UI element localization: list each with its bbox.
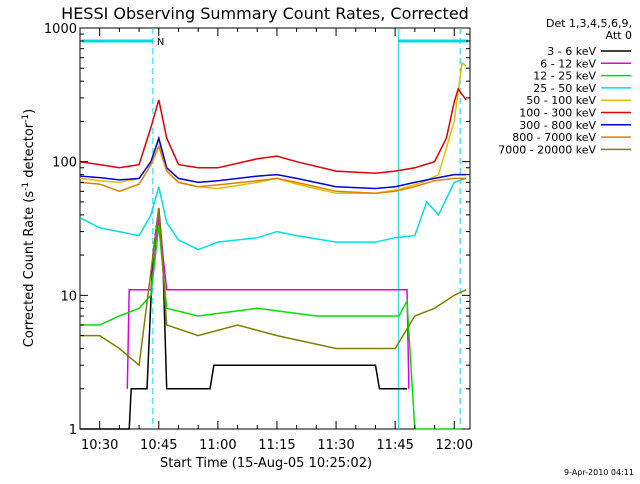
- chart-title: HESSI Observing Summary Count Rates, Cor…: [61, 4, 469, 23]
- y-tick-label: 1: [69, 423, 77, 438]
- series-line: [79, 177, 467, 251]
- legend-label: 25 - 50 keV: [533, 82, 596, 95]
- x-tick-label: 10:30: [81, 438, 118, 453]
- series-line: [80, 225, 463, 430]
- x-tick-label: 11:45: [376, 438, 413, 453]
- y-tick-label: 10: [60, 289, 77, 304]
- legend-label: 50 - 100 keV: [526, 94, 596, 107]
- plot-frame: [79, 27, 471, 430]
- legend-label: 300 - 800 keV: [519, 119, 596, 132]
- series-line: [79, 135, 467, 190]
- x-axis: 10:30 10:45 11:00 11:15 11:30 11:45 12:00: [81, 28, 473, 453]
- x-tick-label: 11:00: [199, 438, 236, 453]
- plot-area: N 1 10 100 1000 10:30 10:45 11:00 11:15 11:30 11…: [44, 22, 473, 453]
- legend-label: 3 - 6 keV: [547, 45, 596, 58]
- y-tick-label: 100: [52, 156, 77, 171]
- footer-timestamp: 9-Apr-2010 04:11: [564, 468, 634, 477]
- legend-label: 6 - 12 keV: [540, 57, 596, 70]
- series-layer: [79, 61, 467, 430]
- x-tick-label: 12:00: [436, 438, 473, 453]
- state-bars: N: [82, 28, 468, 429]
- y-axis-label: Corrected Count Rate (s-1 detector-1): [21, 109, 37, 347]
- legend-label: 12 - 25 keV: [533, 70, 596, 83]
- series-line: [79, 144, 467, 195]
- y-axis-label-sup2: -1: [21, 114, 31, 123]
- x-tick-label: 11:30: [317, 438, 354, 453]
- x-axis-label: Start Time (15-Aug-05 10:25:02): [160, 456, 372, 471]
- legend-label: 7000 - 20000 keV: [498, 143, 596, 156]
- legend-label: 800 - 7000 keV: [512, 131, 596, 144]
- y-axis-label-main: Corrected Count Rate (s: [22, 191, 37, 348]
- series-line: [79, 87, 467, 174]
- series-line: [80, 207, 467, 367]
- y-axis: 1 10 100 1000: [44, 22, 470, 438]
- x-tick-label: 10:45: [140, 438, 177, 453]
- series-line: [126, 217, 410, 389]
- y-tick-label: 1000: [44, 22, 77, 37]
- legend-header-line1: Det 1,3,4,5,6,9,: [546, 17, 632, 30]
- attenuator-state-label: N: [157, 37, 164, 48]
- y-axis-label-mid: detector: [22, 122, 37, 182]
- x-tick-label: 11:15: [258, 438, 295, 453]
- legend-label: 100 - 300 keV: [519, 107, 596, 120]
- y-axis-label-end: ): [22, 109, 37, 114]
- series-line: [79, 61, 467, 195]
- y-axis-label-sup1: -1: [21, 182, 31, 191]
- legend-header-line2: Att 0: [606, 29, 632, 42]
